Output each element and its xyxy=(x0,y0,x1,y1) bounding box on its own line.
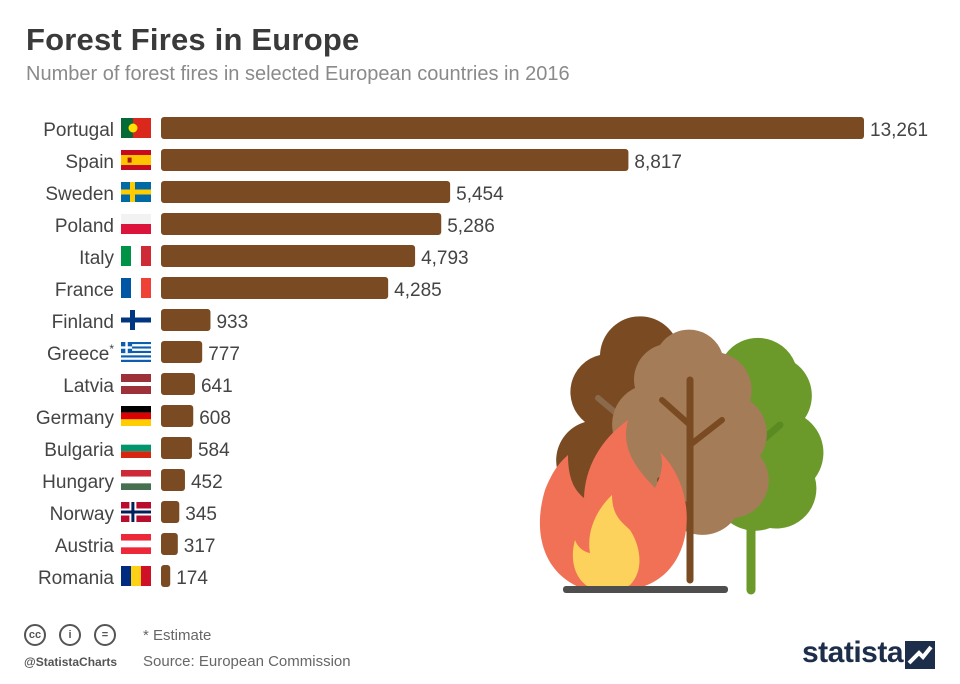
bar-row-spain: Spain 8,817 xyxy=(65,149,682,173)
flag-norway-icon xyxy=(121,502,151,522)
chart-subtitle: Number of forest fires in selected Europ… xyxy=(26,63,570,85)
value-label: 777 xyxy=(208,344,240,365)
category-label: Bulgaria xyxy=(44,440,114,461)
value-label: 317 xyxy=(184,536,216,557)
bar xyxy=(161,565,171,587)
value-label: 345 xyxy=(185,504,217,525)
flag-latvia-icon xyxy=(121,374,151,394)
bar-row-latvia: Latvia 641 xyxy=(63,373,233,397)
bar-row-norway: Norway 345 xyxy=(50,501,217,525)
bar-row-france: France 4,285 xyxy=(55,277,442,301)
bar xyxy=(161,117,864,139)
category-label: Portugal xyxy=(43,120,114,141)
flag-france-icon xyxy=(121,278,151,298)
statista-logo[interactable]: statista xyxy=(802,636,904,669)
bar-row-poland: Poland 5,286 xyxy=(55,213,495,237)
cc-icon: cc xyxy=(24,624,46,646)
source-note: Source: European Commission xyxy=(143,653,351,670)
value-label: 5,454 xyxy=(456,184,504,205)
bar xyxy=(161,149,629,171)
no-derivatives-icon: = xyxy=(94,624,116,646)
bar-row-sweden: Sweden 5,454 xyxy=(45,181,504,205)
category-label: Greece* xyxy=(47,342,114,365)
twitter-handle[interactable]: @StatistaCharts xyxy=(24,655,118,669)
category-label: Italy xyxy=(79,248,114,269)
value-label: 584 xyxy=(198,440,230,461)
value-label: 608 xyxy=(199,408,231,429)
flag-poland-icon xyxy=(121,214,151,234)
flag-finland-icon xyxy=(121,310,151,330)
bar xyxy=(161,181,451,203)
category-label: Latvia xyxy=(63,376,114,397)
flag-greece-icon xyxy=(121,342,151,362)
value-label: 4,793 xyxy=(421,248,469,269)
flag-bulgaria-icon xyxy=(121,438,151,458)
bar xyxy=(161,533,178,555)
bar-row-portugal: Portugal 13,261 xyxy=(43,117,928,141)
flag-germany-icon xyxy=(121,406,151,426)
value-label: 13,261 xyxy=(870,120,928,141)
bar xyxy=(161,277,389,299)
bar-row-austria: Austria 317 xyxy=(55,533,216,557)
ground-line xyxy=(563,586,728,593)
bar xyxy=(161,213,442,235)
category-label: Finland xyxy=(52,312,114,333)
value-label: 933 xyxy=(216,312,248,333)
flag-italy-icon xyxy=(121,246,151,266)
value-label: 452 xyxy=(191,472,223,493)
bar-row-germany: Germany 608 xyxy=(36,405,231,429)
category-label: Germany xyxy=(36,408,115,429)
footnote: * Estimate xyxy=(143,627,212,644)
fire-icon xyxy=(539,420,728,593)
bar-row-finland: Finland 933 xyxy=(52,309,248,333)
bar xyxy=(161,501,180,523)
value-label: 5,286 xyxy=(447,216,495,237)
category-label: Romania xyxy=(38,568,114,589)
value-label: 4,285 xyxy=(394,280,442,301)
bar xyxy=(161,373,195,395)
value-label: 8,817 xyxy=(634,152,682,173)
bar-row-italy: Italy 4,793 xyxy=(79,245,469,269)
bar xyxy=(161,469,185,491)
statista-logo-mark xyxy=(905,641,935,669)
category-label: Sweden xyxy=(45,184,114,205)
bar-row-greece: Greece* 777 xyxy=(47,341,240,365)
attribution-icon: i xyxy=(59,624,81,646)
bar xyxy=(161,309,211,331)
flag-spain-icon xyxy=(121,150,151,170)
flag-portugal-icon xyxy=(121,118,151,138)
bar xyxy=(161,437,192,459)
chart-title: Forest Fires in Europe xyxy=(26,22,360,57)
bar xyxy=(161,341,203,363)
flag-hungary-icon xyxy=(121,470,151,490)
flag-austria-icon xyxy=(121,534,151,554)
category-label: Spain xyxy=(65,152,114,173)
category-label: France xyxy=(55,280,114,301)
bar-row-romania: Romania 174 xyxy=(38,565,208,589)
value-label: 174 xyxy=(176,568,208,589)
category-label: Austria xyxy=(55,536,115,557)
bar xyxy=(161,245,416,267)
flag-romania-icon xyxy=(121,566,151,586)
category-label: Norway xyxy=(50,504,115,525)
estimate-mark: * xyxy=(109,342,114,356)
bar-row-hungary: Hungary 452 xyxy=(42,469,223,493)
bar-row-bulgaria: Bulgaria 584 xyxy=(44,437,230,461)
category-label: Hungary xyxy=(42,472,114,493)
bar xyxy=(161,405,194,427)
category-label: Poland xyxy=(55,216,114,237)
value-label: 641 xyxy=(201,376,233,397)
flag-sweden-icon xyxy=(121,182,151,202)
